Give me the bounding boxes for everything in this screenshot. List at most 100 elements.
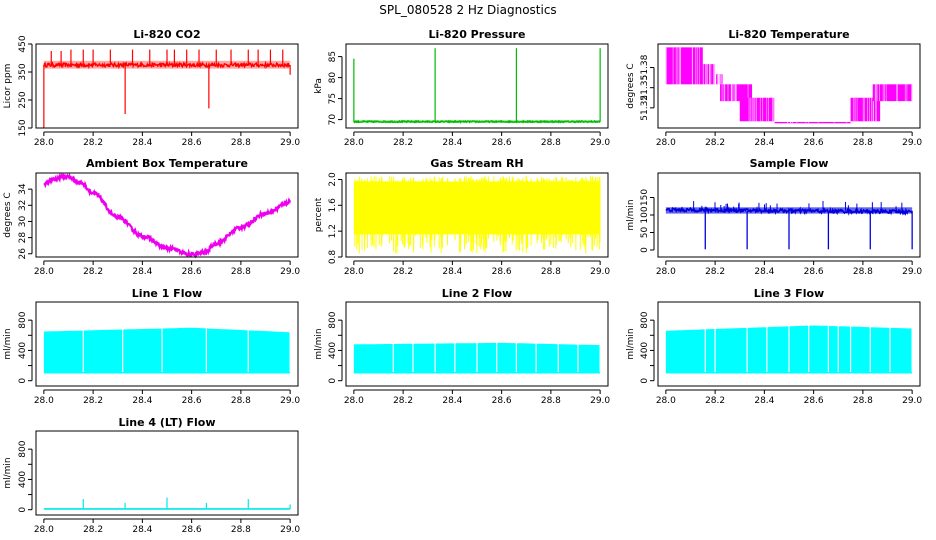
x-tick-label: 28.0: [34, 267, 54, 277]
y-tick-label: 0.8: [328, 250, 338, 265]
level-band: [872, 84, 913, 102]
plot-frame: [657, 43, 921, 129]
y-tick-label: 26: [18, 248, 28, 260]
x-tick-label: 28.8: [853, 267, 873, 277]
y-tick-label: 450: [18, 35, 28, 52]
plot-data: [353, 176, 601, 254]
x-tick-label: 28.0: [344, 396, 364, 406]
panel-title: Li-820 Pressure: [429, 28, 526, 41]
x-tick-label: 28.0: [34, 525, 54, 535]
y-tick-label: 350: [18, 63, 28, 80]
y-axis-label: kPa: [314, 78, 324, 94]
x-axis: 28.0 28.2 28.4 28.6 28.8 29.0: [34, 260, 300, 277]
x-tick-label: 29.0: [590, 138, 610, 148]
x-tick-label: 28.2: [393, 396, 413, 406]
y-tick-label: 800: [18, 440, 28, 457]
x-tick-label: 28.8: [853, 396, 873, 406]
flow-band: [43, 327, 291, 374]
x-tick-label: 28.6: [182, 525, 202, 535]
x-tick-label: 28.2: [83, 396, 103, 406]
y-tick-label: 100: [640, 206, 650, 223]
plot-data: [43, 49, 291, 128]
x-tick-label: 28.4: [132, 138, 152, 148]
y-axis-label: degrees C: [3, 192, 13, 237]
figure-title: SPL_080528 2 Hz Diagnostics: [379, 3, 556, 17]
y-tick-label: 28: [18, 232, 28, 244]
panel-title: Gas Stream RH: [430, 157, 523, 170]
x-tick-label: 28.8: [853, 138, 873, 148]
y-tick-label: 800: [18, 311, 28, 328]
x-axis: 28.0 28.2 28.4 28.6 28.8 29.0: [34, 131, 300, 148]
x-tick-label: 29.0: [590, 267, 610, 277]
x-axis: 28.0 28.2 28.4 28.6 28.8 29.0: [656, 389, 922, 406]
y-axis: 0 400 800: [640, 311, 655, 384]
y-tick-label: 150: [18, 119, 28, 136]
plot-data: [353, 342, 601, 374]
y-axis: 26 28 30 32 34: [18, 183, 33, 260]
panel-title: Line 3 Flow: [754, 287, 824, 300]
panel-line2-flow: Line 2 Flow ml/min 28.0 28.2 28.4 28.6 28.8 2…: [314, 287, 610, 406]
y-tick-label: 150: [640, 189, 650, 206]
x-tick-label: 28.8: [231, 396, 251, 406]
panel-line4-flow: Line 4 (LT) Flow ml/min 28.0 28.2 28.4 28.6…: [3, 416, 300, 535]
plot-data: [43, 172, 292, 259]
x-tick-label: 28.0: [656, 267, 676, 277]
y-axis-label: ml/min: [314, 328, 324, 359]
y-axis-label: ml/min: [3, 328, 13, 359]
y-tick-label: 70: [328, 114, 338, 126]
x-axis: 28.0 28.2 28.4 28.6 28.8 29.0: [344, 131, 610, 148]
y-axis-label: ml/min: [626, 199, 636, 230]
x-tick-label: 28.2: [705, 396, 725, 406]
x-tick-label: 29.0: [902, 267, 922, 277]
y-axis-label: percent: [314, 197, 324, 232]
x-tick-label: 28.2: [83, 267, 103, 277]
x-axis: 28.0 28.2 28.4 28.6 28.8 29.0: [344, 260, 610, 277]
x-tick-label: 28.6: [804, 267, 824, 277]
panel-sample-flow: Sample Flow ml/min 28.0 28.2 28.4 28.6 28.8 2…: [626, 157, 922, 277]
panel-title: Li-820 Temperature: [728, 28, 849, 41]
panel-pressure: Li-820 Pressure kPa 28.0 28.2 28.4 28.6 28.8…: [314, 28, 610, 148]
plot-data: [43, 497, 291, 510]
y-axis-label: ml/min: [626, 328, 636, 359]
x-tick-label: 28.6: [492, 396, 512, 406]
y-tick-label: 75: [328, 93, 338, 104]
y-axis: 0 400 800: [18, 311, 33, 384]
panel-title: Line 2 Flow: [442, 287, 512, 300]
y-axis: 0 400 800: [18, 440, 33, 513]
plot-frame: [345, 43, 609, 129]
y-tick-label: 85: [328, 51, 338, 62]
x-tick-label: 29.0: [902, 396, 922, 406]
series-line: [353, 119, 601, 124]
x-axis: 28.0 28.2 28.4 28.6 28.8 29.0: [656, 131, 922, 148]
y-tick-label: 51.35: [640, 75, 650, 101]
panel-title: Sample Flow: [750, 157, 829, 170]
level-band: [665, 47, 703, 85]
x-tick-label: 28.4: [442, 396, 462, 406]
x-tick-label: 28.0: [344, 138, 364, 148]
level-band: [774, 121, 851, 124]
x-axis: 28.0 28.2 28.4 28.6 28.8 29.0: [34, 389, 300, 406]
panel-title: Ambient Box Temperature: [86, 157, 248, 170]
x-tick-label: 28.6: [804, 396, 824, 406]
y-axis: 0.8 1.2 1.6 2.0: [328, 172, 343, 265]
x-tick-label: 29.0: [280, 267, 300, 277]
y-axis: 0 400 800: [328, 311, 343, 384]
x-tick-label: 28.8: [541, 138, 561, 148]
y-tick-label: 32: [18, 200, 28, 211]
x-tick-label: 28.4: [132, 267, 152, 277]
x-tick-label: 28.2: [393, 138, 413, 148]
y-tick-label: 250: [18, 91, 28, 108]
y-tick-label: 800: [640, 311, 650, 328]
y-tick-label: 80: [328, 72, 338, 84]
x-tick-label: 28.4: [132, 525, 152, 535]
x-tick-label: 28.2: [83, 525, 103, 535]
x-tick-label: 28.4: [442, 267, 462, 277]
x-axis: 28.0 28.2 28.4 28.6 28.8 29.0: [34, 518, 300, 535]
plot-frame: [35, 430, 299, 516]
y-tick-label: 0: [328, 378, 338, 384]
x-tick-label: 29.0: [280, 396, 300, 406]
y-tick-label: 0: [640, 378, 650, 384]
y-axis-label: Licor ppm: [3, 64, 13, 109]
